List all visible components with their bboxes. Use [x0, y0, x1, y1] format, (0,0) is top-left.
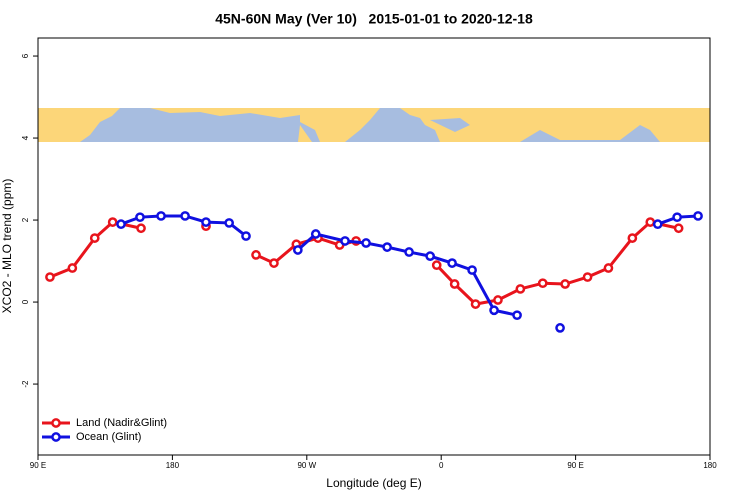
x-tick-label: 90 E [30, 461, 46, 470]
data-point [116, 219, 126, 230]
data-point [251, 250, 261, 260]
data-point [470, 299, 481, 309]
data-point [201, 217, 211, 227]
legend-label: Land (Nadir&Glint) [76, 417, 167, 429]
x-tick-label: 90 W [297, 461, 316, 470]
data-point [449, 279, 460, 289]
data-point [489, 305, 499, 316]
data-point [156, 211, 166, 221]
y-tick-label: -2 [21, 380, 30, 388]
data-point [404, 247, 414, 257]
data-point [136, 223, 146, 234]
map-band [38, 108, 710, 142]
data-point [224, 218, 234, 228]
data-point [603, 263, 614, 273]
x-axis-label: Longitude (deg E) [326, 476, 421, 490]
data-point [135, 212, 145, 223]
data-point [512, 310, 522, 321]
plot-frame [37, 37, 711, 456]
data-point [673, 223, 684, 234]
chart-title: 45N-60N May (Ver 10) 2015-01-01 to 2020-… [215, 11, 533, 27]
data-point [310, 229, 321, 239]
data-point [292, 245, 303, 255]
data-point [67, 263, 78, 273]
y-axis-label: XCO2 - MLO trend (ppm) [0, 179, 14, 314]
y-tick-label: 4 [21, 135, 30, 140]
data-point [447, 258, 457, 268]
data-point [45, 272, 55, 282]
data-point [693, 211, 703, 221]
data-point [241, 231, 251, 241]
data-point [672, 212, 682, 223]
x-tick-label: 180 [703, 461, 717, 470]
data-point [555, 323, 565, 333]
data-point [515, 284, 526, 294]
x-tick-label: 90 E [567, 461, 583, 470]
legend-marker [51, 418, 61, 428]
data-point [269, 258, 279, 268]
x-tick-label: 180 [166, 461, 180, 470]
data-point [340, 236, 350, 246]
data-point [652, 219, 663, 230]
y-tick-label: 6 [21, 53, 30, 58]
x-tick-label: 0 [439, 461, 444, 470]
data-point [645, 217, 656, 227]
data-point [560, 279, 570, 289]
data-point [180, 211, 190, 221]
data-point [107, 217, 118, 227]
y-tick-label: 2 [21, 217, 30, 222]
data-point [582, 272, 593, 282]
data-point [537, 278, 548, 289]
data-point [627, 233, 638, 243]
data-point [89, 233, 100, 243]
legend-label: Ocean (Glint) [76, 431, 141, 443]
data-point [361, 238, 371, 248]
y-tick-label: 0 [21, 299, 30, 304]
data-point [431, 260, 442, 271]
data-point [467, 265, 477, 275]
data-point [425, 251, 435, 261]
data-point [382, 242, 392, 252]
data-point [493, 295, 503, 305]
legend-marker [51, 432, 61, 442]
